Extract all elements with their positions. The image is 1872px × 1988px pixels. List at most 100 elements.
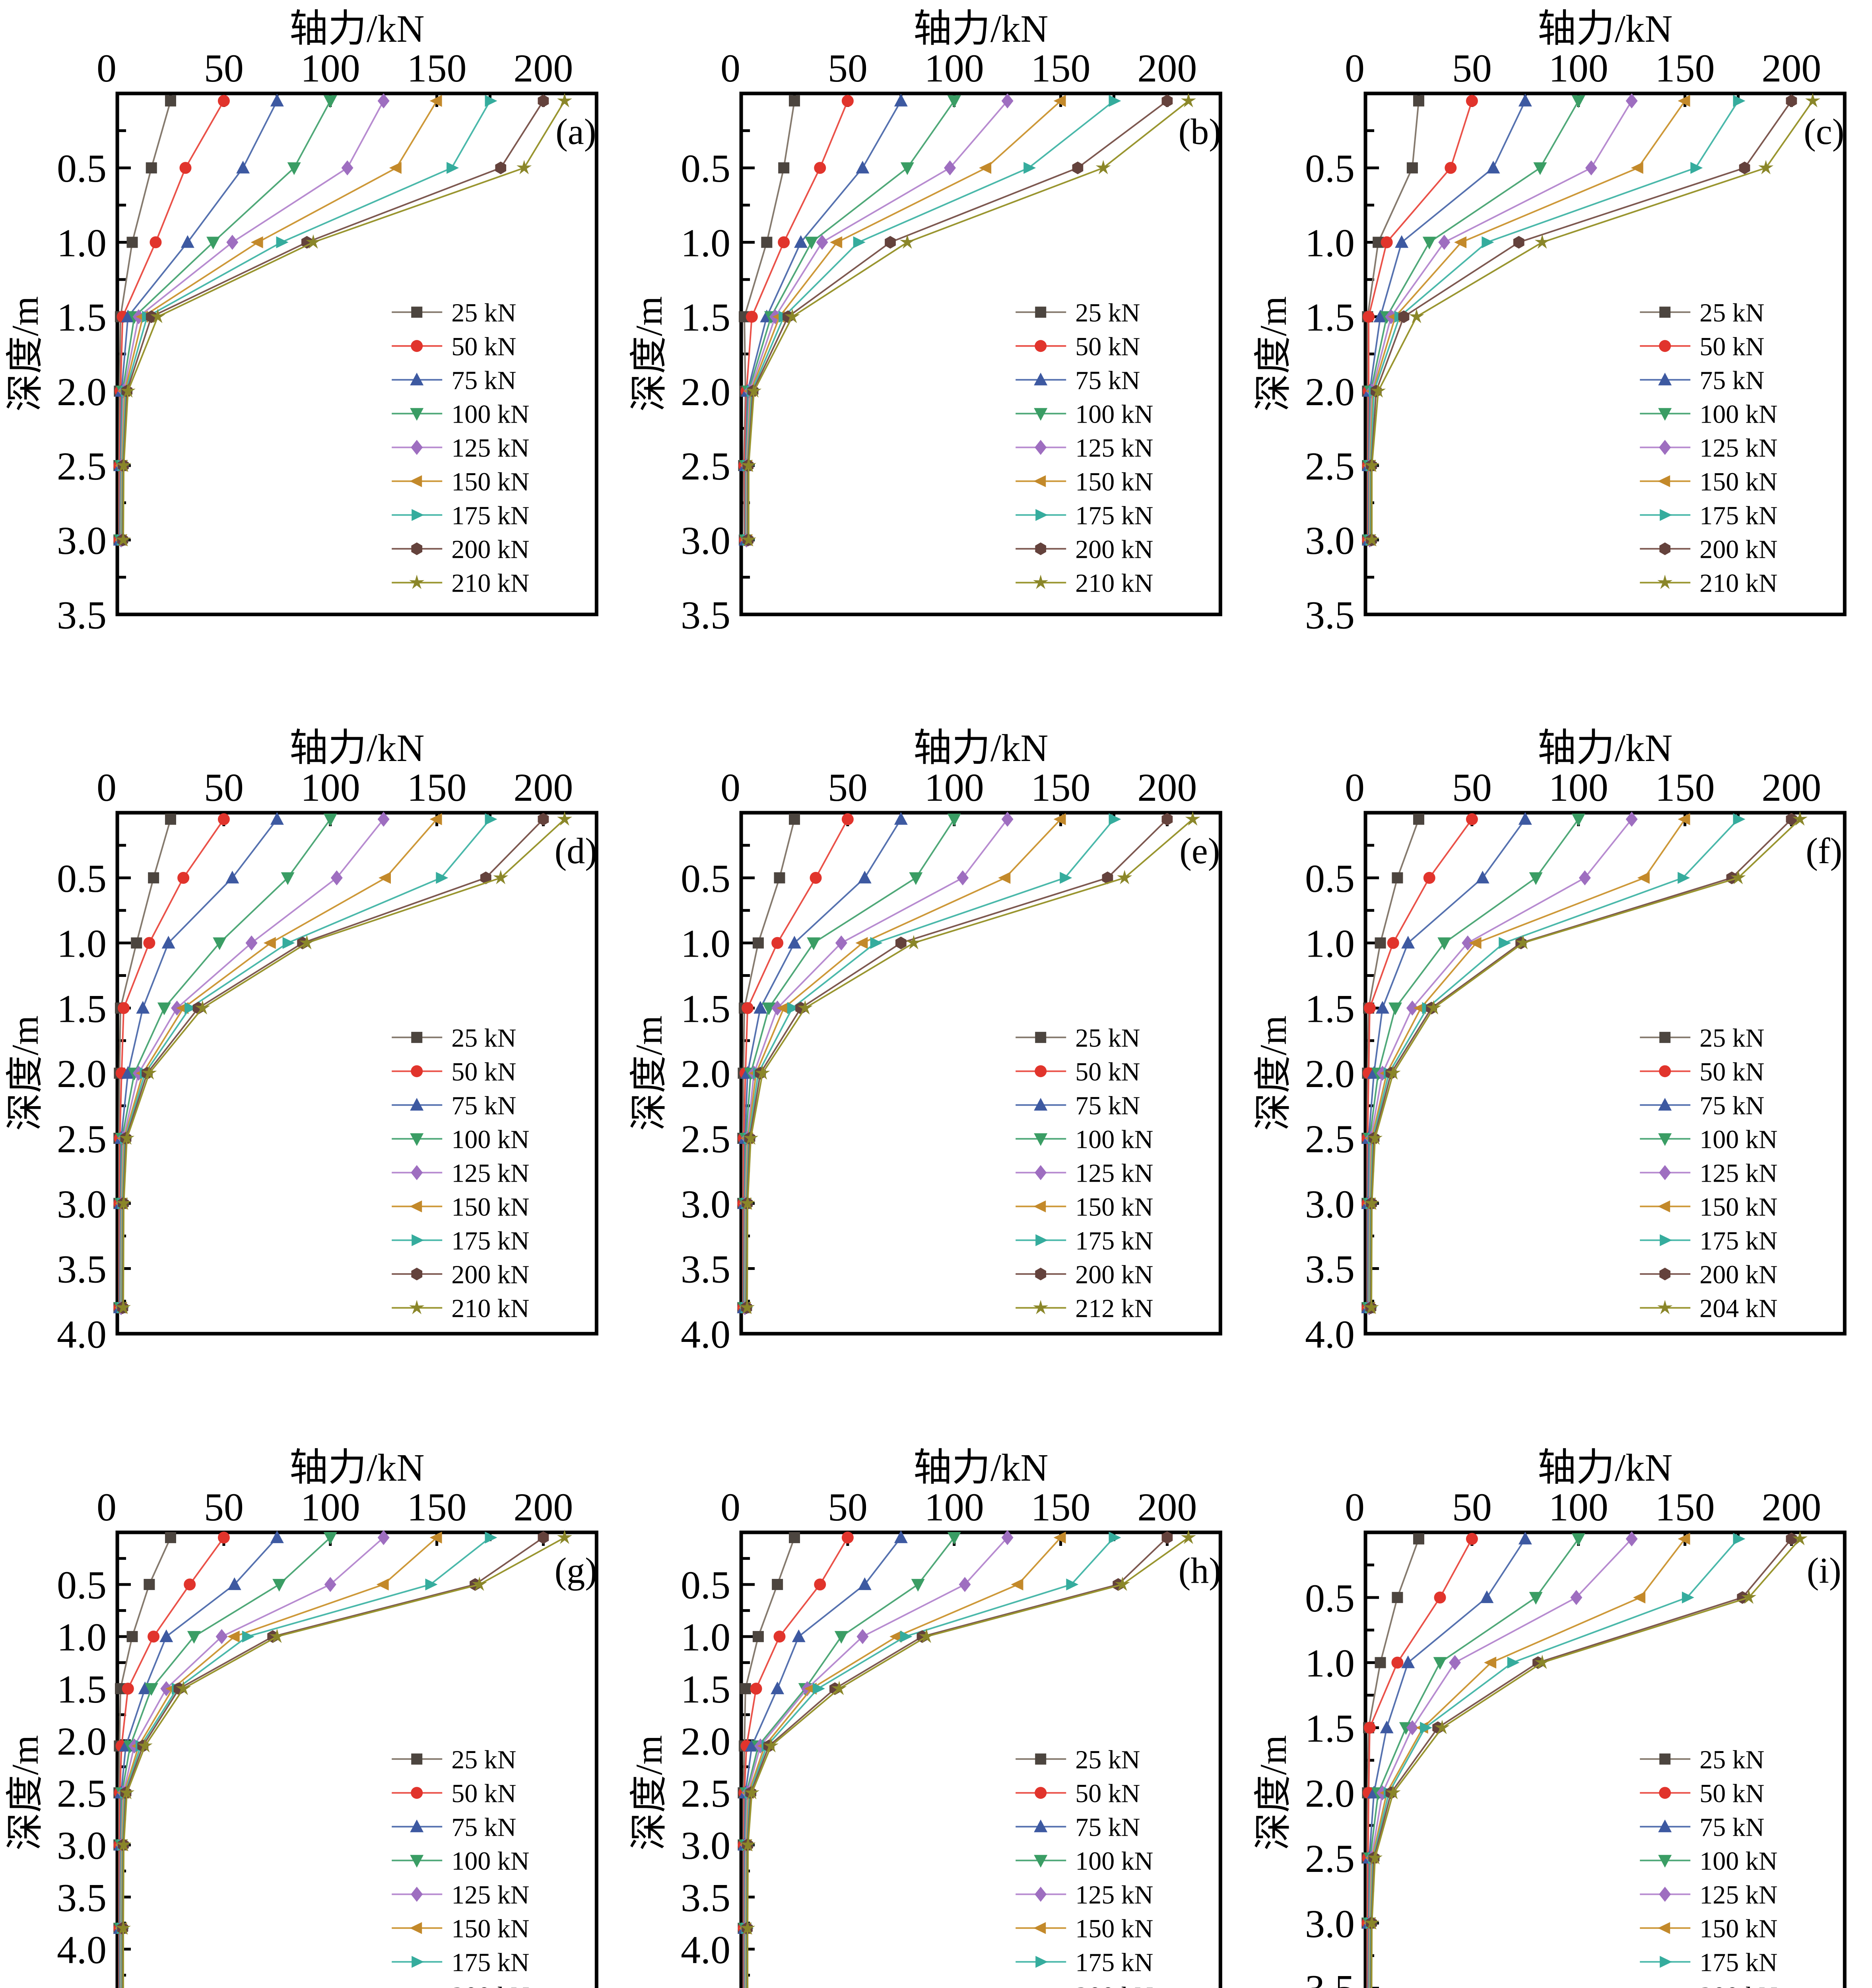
data-point-marker (1181, 93, 1196, 107)
data-point-marker (761, 237, 773, 248)
y-tick-label: 3.5 (1305, 1967, 1355, 1988)
data-point-marker (1805, 93, 1820, 107)
data-point-marker (142, 1065, 157, 1080)
data-point-marker (740, 1683, 752, 1694)
x-tick-label: 150 (1031, 46, 1091, 90)
data-point-marker (410, 1922, 422, 1934)
data-point-marker (1484, 1656, 1496, 1669)
legend-label: 50 kN (1699, 1058, 1764, 1087)
x-tick-label: 150 (1031, 1485, 1091, 1529)
legend-label: 50 kN (451, 1058, 516, 1087)
y-tick-label: 2.5 (1305, 1837, 1355, 1881)
data-point-marker (1060, 872, 1072, 884)
legend-label: 200 kN (1699, 1260, 1777, 1289)
data-point-marker (740, 1920, 755, 1935)
data-point-marker (1401, 1655, 1415, 1668)
data-point-marker (788, 936, 802, 949)
data-point-marker (118, 1002, 130, 1014)
data-point-marker (1423, 872, 1435, 884)
data-point-marker (1109, 95, 1121, 107)
data-point-marker (157, 1002, 171, 1015)
data-point-marker (1739, 161, 1750, 175)
data-point-marker (538, 94, 549, 107)
legend-label: 125 kN (1076, 433, 1153, 462)
legend-label: 125 kN (1076, 1880, 1153, 1909)
data-point-marker (741, 457, 757, 472)
data-point-marker (517, 160, 532, 175)
y-tick-label: 2.5 (57, 1771, 107, 1815)
x-tick-label: 150 (1655, 1485, 1715, 1529)
y-tick-label: 2.5 (681, 1117, 730, 1161)
data-point-marker (136, 1001, 150, 1014)
data-point-marker (1625, 1531, 1638, 1547)
data-point-marker (742, 1002, 754, 1014)
legend-label: 75 kN (1699, 1813, 1764, 1842)
legend-label: 150 kN (451, 467, 529, 496)
data-point-marker (119, 1130, 135, 1145)
data-point-marker (1161, 1531, 1173, 1544)
legend-label: 125 kN (451, 1880, 529, 1909)
axis-title-y: 深度/m (628, 296, 670, 412)
y-tick-label: 1.0 (57, 221, 107, 265)
data-point-marker (1388, 1002, 1402, 1015)
data-point-marker (1476, 871, 1489, 884)
y-tick-label: 0.5 (1305, 146, 1355, 190)
data-point-marker (792, 1629, 806, 1642)
data-point-marker (1426, 1000, 1441, 1015)
data-point-marker (1637, 872, 1650, 884)
data-point-marker (126, 237, 138, 248)
legend-label: 75 kN (451, 1813, 516, 1842)
data-point-marker (1529, 872, 1543, 885)
y-tick-label: 0.5 (1305, 1576, 1355, 1620)
data-point-marker (159, 1629, 173, 1642)
legend-label: 25 kN (451, 1024, 516, 1053)
data-point-marker (1375, 1001, 1389, 1014)
data-point-marker (1035, 1065, 1047, 1077)
data-point-marker (122, 1682, 134, 1695)
y-tick-label: 3.5 (1305, 1247, 1355, 1291)
data-point-marker (794, 235, 808, 248)
legend-label: 25 kN (1076, 1024, 1140, 1053)
data-point-marker (429, 813, 442, 825)
data-point-marker (919, 1628, 934, 1643)
data-point-marker (1406, 162, 1418, 174)
y-tick-label: 0.5 (57, 1563, 107, 1607)
data-point-marker (1095, 160, 1111, 175)
legend-label: 150 kN (451, 1193, 529, 1222)
data-point-marker (495, 161, 507, 175)
x-tick-label: 0 (720, 46, 740, 90)
y-tick-label: 1.5 (681, 1667, 730, 1711)
y-tick-label: 2.5 (681, 444, 730, 488)
y-tick-label: 3.0 (681, 1182, 730, 1226)
data-point-marker (1730, 870, 1746, 885)
data-point-marker (1375, 1657, 1386, 1668)
y-tick-label: 3.0 (1305, 1182, 1355, 1226)
chart-b: 轴力/kN 深度/m 0 50 100 150 200 0.5 1.0 1.5 2.0 2.5 3.0 3… (624, 0, 1248, 720)
y-tick-label: 3.5 (681, 1247, 730, 1291)
data-point-marker (842, 1531, 854, 1543)
data-point-marker (1035, 509, 1048, 521)
y-tick-label: 3.5 (681, 593, 730, 637)
data-point-marker (409, 575, 425, 589)
data-point-marker (282, 937, 295, 949)
data-point-marker (1033, 1200, 1046, 1213)
data-point-marker (263, 937, 276, 949)
legend-label: 50 kN (1076, 332, 1140, 361)
chart-background (0, 1439, 624, 1988)
legend-label: 150 kN (1076, 1193, 1153, 1222)
data-point-marker (146, 162, 157, 174)
data-point-marker (1659, 1956, 1672, 1968)
y-tick-label: 1.0 (57, 1615, 107, 1659)
data-point-marker (1518, 1532, 1532, 1545)
data-point-marker (181, 235, 194, 248)
data-point-marker (894, 812, 908, 825)
data-point-marker (1657, 575, 1672, 589)
legend-label: 200 kN (451, 1260, 529, 1289)
legend-label: 100 kN (1699, 400, 1777, 429)
data-point-marker (1367, 1130, 1383, 1145)
data-point-marker (1658, 1098, 1672, 1111)
data-point-marker (894, 93, 908, 107)
y-tick-label: 3.5 (1305, 593, 1355, 637)
data-point-marker (1741, 1589, 1756, 1604)
y-tick-label: 2.5 (57, 1117, 107, 1161)
